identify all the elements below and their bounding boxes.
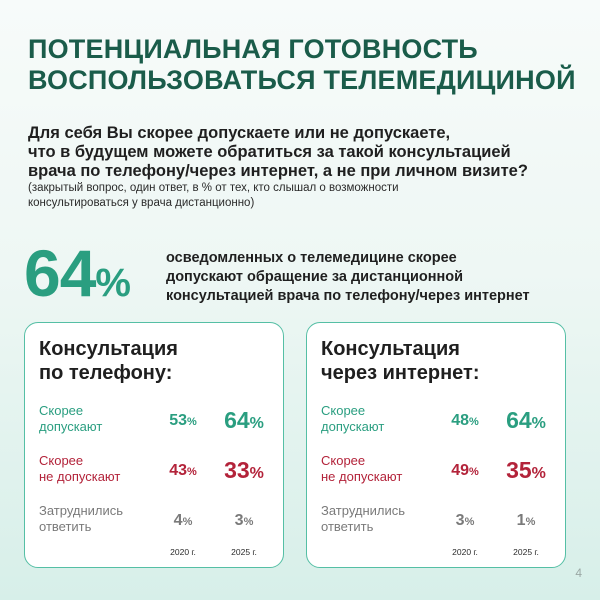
percent-sign: % — [464, 516, 475, 528]
value-number: 1 — [516, 512, 526, 529]
page-title: ПОТЕНЦИАЛЬНАЯ ГОТОВНОСТЬ ВОСПОЛЬЗОВАТЬСЯ… — [28, 34, 588, 96]
value-number: 3 — [234, 512, 244, 529]
percent-sign: % — [531, 465, 546, 482]
row-label-line-1: Скорее — [39, 453, 84, 468]
row-label-line-1: Скорее — [321, 403, 366, 418]
value-2020-reject: 49% — [443, 462, 487, 480]
value-number: 35 — [506, 457, 532, 483]
value-2025-accept: 64% — [493, 407, 559, 434]
value-2020-accept: 53% — [161, 412, 205, 430]
value-number: 53 — [169, 412, 187, 429]
row-label-undecided: Затруднились ответить — [321, 503, 441, 535]
title-line-2: ВОСПОЛЬЗОВАТЬСЯ ТЕЛЕМЕДИЦИНОЙ — [28, 65, 576, 95]
percent-sign: % — [187, 466, 197, 478]
value-number: 64 — [224, 407, 250, 433]
value-number: 64 — [506, 407, 532, 433]
card-title-line-1: Консультация — [39, 338, 178, 360]
percent-sign: % — [249, 465, 264, 482]
value-2025-reject: 35% — [493, 457, 559, 484]
value-number: 43 — [169, 462, 187, 479]
card-phone-consultation: Консультация по телефону: Скорее допуска… — [24, 322, 284, 568]
percent-sign: % — [249, 415, 264, 432]
highlight-line-3: консультацией врача по телефону/через ин… — [166, 288, 530, 304]
note-line-1: (закрытый вопрос, один ответ, в % от тех… — [28, 182, 399, 194]
row-label-undecided: Затруднились ответить — [39, 503, 159, 535]
value-2020-reject: 43% — [161, 462, 205, 480]
question-note: (закрытый вопрос, один ответ, в % от тех… — [28, 181, 588, 211]
row-label-line-1: Затруднились — [39, 503, 124, 518]
card-title: Консультация по телефону: — [39, 337, 279, 385]
value-2025-reject: 33% — [211, 457, 277, 484]
card-title-line-1: Консультация — [321, 338, 460, 360]
value-2020-undecided: 4% — [161, 512, 205, 530]
year-label-2020: 2020 г. — [452, 547, 478, 557]
row-label-line-2: не допускают — [39, 469, 121, 484]
percent-sign: % — [525, 516, 536, 528]
value-2025-undecided: 1% — [504, 512, 548, 530]
percent-sign: % — [469, 416, 479, 428]
row-label-line-2: допускают — [39, 419, 103, 434]
row-label-reject: Скорее не допускают — [39, 453, 159, 485]
row-label-line-2: допускают — [321, 419, 385, 434]
percent-sign: % — [531, 415, 546, 432]
percent-sign: % — [469, 466, 479, 478]
row-label-line-2: не допускают — [321, 469, 403, 484]
survey-question: Для себя Вы скорее допускаете или не доп… — [28, 124, 588, 181]
row-label-line-2: ответить — [39, 519, 92, 534]
highlight-percent: % — [95, 261, 131, 305]
percent-sign: % — [187, 416, 197, 428]
row-label-line-1: Скорее — [39, 403, 84, 418]
row-label-line-2: ответить — [321, 519, 374, 534]
row-label-reject: Скорее не допускают — [321, 453, 441, 485]
card-title-line-2: через интернет: — [321, 362, 480, 384]
question-line-3: врача по телефону/через интернет, а не п… — [28, 162, 528, 180]
card-internet-consultation: Консультация через интернет: Скорее допу… — [306, 322, 566, 568]
value-number: 48 — [451, 412, 469, 429]
highlight-text: осведомленных о телемедицине скорее допу… — [166, 249, 586, 306]
value-number: 4 — [173, 512, 183, 529]
value-number: 3 — [455, 512, 465, 529]
year-label-2025: 2025 г. — [231, 547, 257, 557]
page-number: 4 — [575, 566, 582, 580]
title-line-1: ПОТЕНЦИАЛЬНАЯ ГОТОВНОСТЬ — [28, 34, 478, 64]
value-number: 49 — [451, 462, 469, 479]
note-line-2: консультироваться у врача дистанционно) — [28, 197, 255, 209]
question-line-2: что в будущем можете обратиться за такой… — [28, 143, 511, 161]
value-2025-undecided: 3% — [222, 512, 266, 530]
card-title: Консультация через интернет: — [321, 337, 561, 385]
highlight-line-1: осведомленных о телемедицине скорее — [166, 250, 457, 266]
highlight-figure: 64% — [24, 240, 131, 306]
percent-sign: % — [182, 516, 193, 528]
highlight-line-2: допускают обращение за дистанционной — [166, 269, 464, 285]
row-label-line-1: Затруднились — [321, 503, 406, 518]
value-2025-accept: 64% — [211, 407, 277, 434]
highlight-number: 64 — [24, 236, 96, 310]
percent-sign: % — [243, 516, 254, 528]
row-label-accept: Скорее допускают — [321, 403, 441, 435]
row-label-line-1: Скорее — [321, 453, 366, 468]
value-2020-undecided: 3% — [443, 512, 487, 530]
card-title-line-2: по телефону: — [39, 362, 173, 384]
value-number: 33 — [224, 457, 250, 483]
year-label-2020: 2020 г. — [170, 547, 196, 557]
year-label-2025: 2025 г. — [513, 547, 539, 557]
question-line-1: Для себя Вы скорее допускаете или не доп… — [28, 124, 451, 142]
value-2020-accept: 48% — [443, 412, 487, 430]
row-label-accept: Скорее допускают — [39, 403, 159, 435]
